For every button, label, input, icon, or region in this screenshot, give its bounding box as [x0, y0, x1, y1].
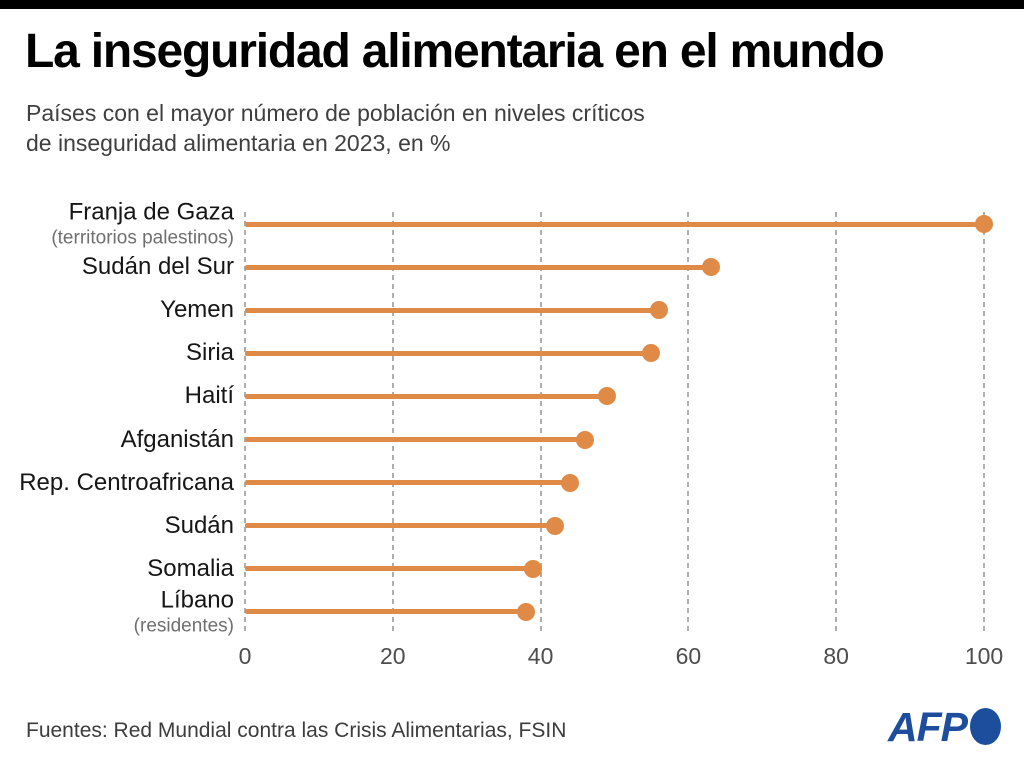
chart-subtitle-line2: de inseguridad alimentaria en 2023, en %	[26, 130, 451, 156]
chart-row-label-block: Haití	[0, 382, 234, 410]
country-label: Afganistán	[120, 425, 234, 453]
lollipop-line	[245, 393, 608, 399]
afp-logo: AFP	[888, 704, 1001, 751]
lollipop-dot	[561, 473, 580, 492]
x-tick-label: 0	[238, 643, 252, 669]
x-tick-label: 40	[527, 643, 554, 669]
lollipop-line	[245, 566, 534, 572]
country-label: Rep. Centroafricana	[19, 468, 234, 496]
x-gridline	[835, 212, 838, 633]
x-tick-label: 20	[380, 643, 406, 669]
country-sublabel: (residentes)	[133, 615, 234, 637]
afp-globe-icon	[970, 708, 1001, 745]
lollipop-dot	[642, 344, 661, 363]
country-label: Haití	[184, 382, 234, 410]
afp-logo-text: AFP	[888, 704, 968, 750]
lollipop-line	[245, 221, 984, 227]
lollipop-line	[245, 307, 659, 313]
chart-subtitle: Países con el mayor número de población …	[26, 98, 645, 158]
source-credit: Fuentes: Red Mundial contra las Crisis A…	[26, 719, 567, 742]
lollipop-line	[245, 264, 711, 270]
lollipop-dot	[524, 559, 543, 578]
x-tick-label: 60	[675, 643, 702, 669]
lollipop-dot	[546, 516, 565, 535]
lollipop-line	[245, 350, 652, 356]
x-gridline	[391, 212, 394, 633]
top-black-bar	[0, 0, 1024, 9]
chart-row-label-block: Rep. Centroafricana	[0, 469, 234, 497]
country-label: Sudán del Sur	[81, 253, 234, 281]
x-tick-label: 100	[964, 643, 1004, 669]
chart-row-label-block: Siria	[0, 339, 234, 367]
lollipop-line	[245, 480, 571, 486]
lollipop-dot	[516, 602, 535, 621]
lollipop-dot	[598, 387, 617, 406]
country-label: Sudán	[164, 511, 234, 539]
country-label: Siria	[185, 339, 234, 367]
country-label: Líbano	[160, 586, 234, 614]
lollipop-dot	[649, 301, 668, 320]
x-gridline	[983, 212, 985, 633]
country-label: Yemen	[160, 296, 234, 324]
country-sublabel: (territorios palestinos)	[51, 227, 234, 249]
x-tick-label: 80	[823, 643, 849, 669]
chart-row-label-block: Sudán del Sur	[0, 253, 234, 281]
lollipop-line	[245, 437, 585, 442]
country-label: Somalia	[147, 554, 234, 582]
x-gridline	[539, 212, 542, 633]
lollipop-dot	[575, 430, 594, 449]
country-label: Franja de Gaza	[68, 198, 234, 226]
chart-row-label-block: Líbano (residentes)	[0, 586, 234, 637]
lollipop-dot	[975, 215, 993, 233]
lollipop-line	[245, 523, 556, 529]
page-title: La inseguridad alimentaria en el mundo	[25, 25, 885, 78]
chart-row-label-block: Somalia	[0, 555, 234, 583]
chart-row-label-block: Franja de Gaza (territorios palestinos)	[0, 199, 234, 250]
chart-row-label-block: Afganistán	[0, 426, 234, 454]
chart-subtitle-line1: Países con el mayor número de población …	[26, 100, 645, 126]
lollipop-dot	[701, 258, 720, 277]
chart-row-label-block: Yemen	[0, 296, 234, 324]
lollipop-line	[245, 609, 526, 615]
x-gridline	[687, 212, 690, 633]
chart-row-label-block: Sudán	[0, 512, 234, 540]
x-gridline	[244, 212, 246, 633]
